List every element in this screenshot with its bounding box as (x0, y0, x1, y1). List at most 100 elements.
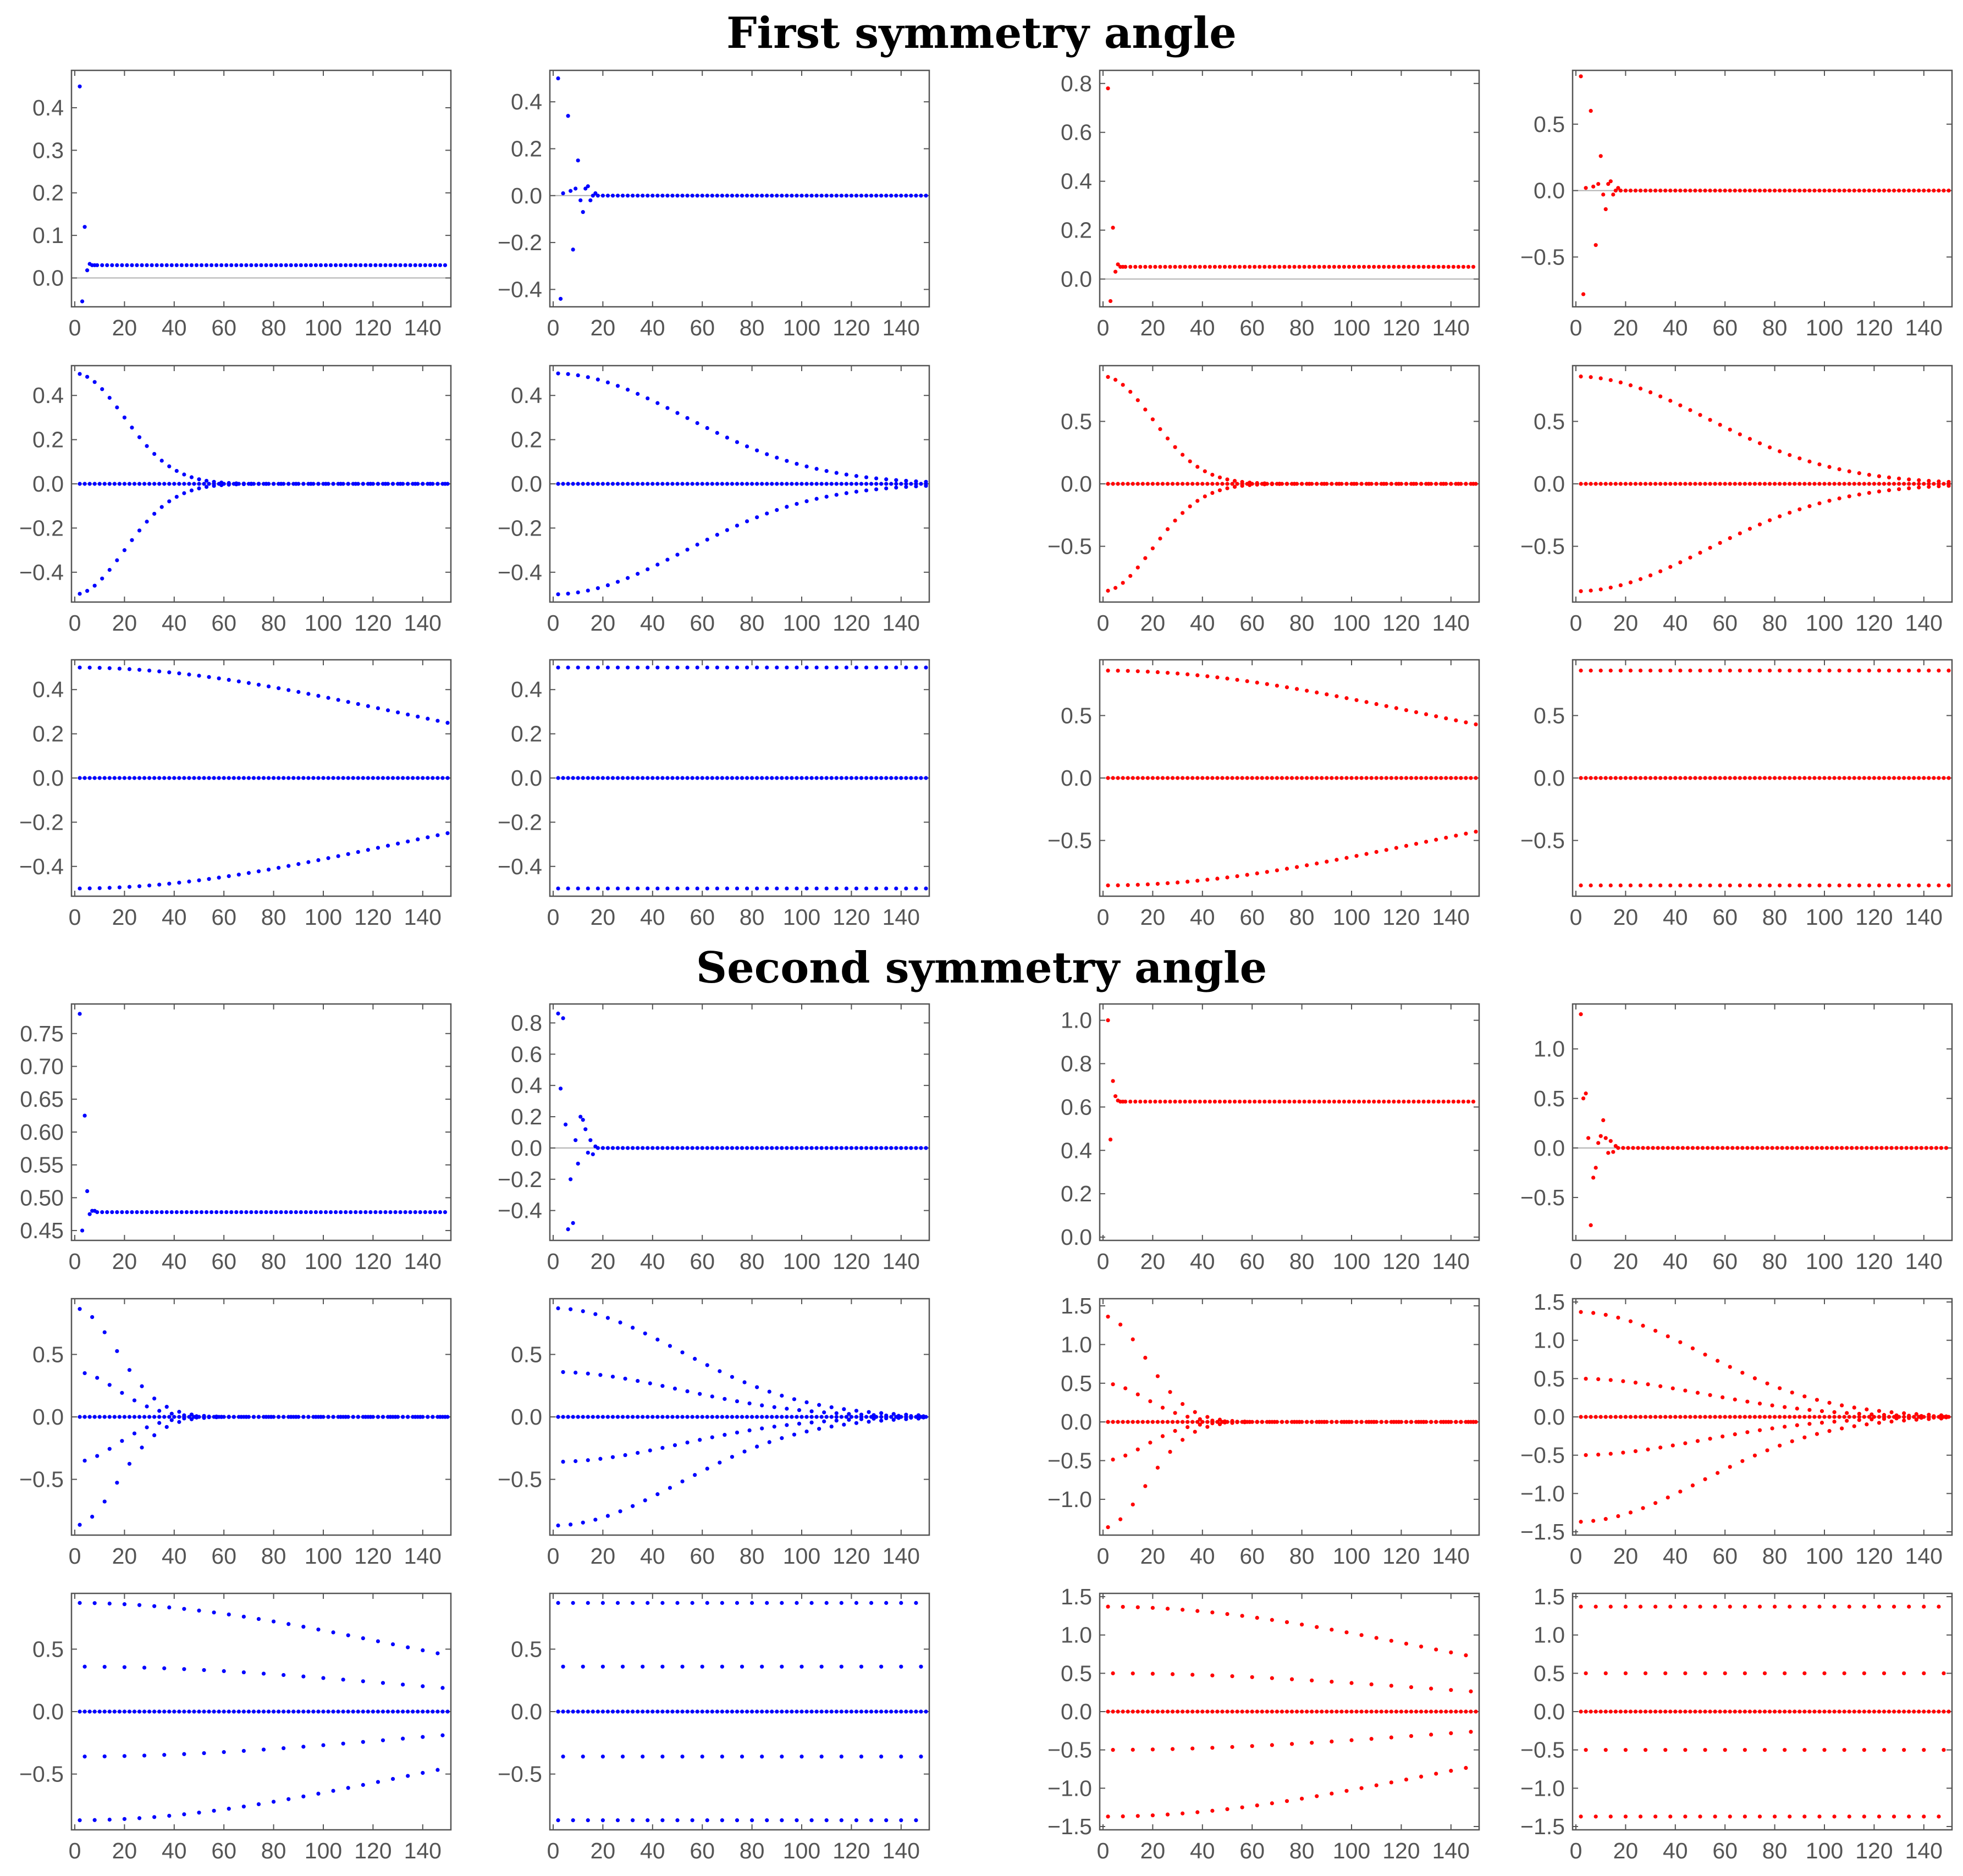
data-point (740, 1709, 745, 1714)
data-point (396, 1709, 400, 1714)
data-point (421, 1770, 425, 1775)
data-point (1778, 189, 1782, 193)
data-point (1840, 1426, 1844, 1431)
data-point (1225, 486, 1229, 490)
data-point (1372, 264, 1376, 269)
data-point (1708, 189, 1712, 193)
data-point (775, 455, 779, 460)
data-point (321, 1743, 326, 1747)
data-point (829, 1405, 834, 1410)
data-point (1947, 883, 1951, 887)
data-point (1461, 1099, 1465, 1104)
data-point (792, 1432, 797, 1437)
data-point (120, 1210, 124, 1215)
data-point (1589, 588, 1593, 593)
data-point (615, 776, 620, 780)
data-point (854, 474, 859, 478)
data-point (670, 1709, 675, 1714)
data-point (1389, 1735, 1393, 1740)
data-point (924, 482, 928, 486)
data-point (1347, 264, 1352, 269)
data-point (760, 1754, 764, 1759)
data-point (869, 1818, 874, 1823)
plot-frame (1099, 69, 1480, 308)
data-point (690, 1601, 694, 1605)
data-point (610, 1375, 615, 1379)
chart-panel-18: 0 20 40 60 80 100 120 140−0.50.00.5 (498, 1298, 930, 1569)
data-point (219, 263, 224, 267)
data-point (125, 263, 129, 267)
data-point (899, 1146, 903, 1150)
data-point (914, 1146, 918, 1150)
data-point (854, 1709, 859, 1714)
data-point (1302, 1099, 1306, 1104)
data-point (1111, 1748, 1115, 1752)
data-point (1907, 1814, 1911, 1819)
data-point (137, 1415, 142, 1419)
data-point (556, 776, 560, 780)
data-point (715, 886, 719, 891)
data-point (1312, 264, 1316, 269)
data-point (244, 263, 249, 267)
data-point (636, 886, 640, 891)
data-point (1788, 482, 1792, 486)
x-tick-label: 140 (404, 1543, 442, 1569)
data-point (615, 1415, 620, 1419)
data-point (1165, 527, 1170, 532)
data-point (291, 1415, 296, 1419)
x-tick-label: 40 (1190, 1249, 1215, 1274)
data-point (1668, 1604, 1673, 1609)
data-point (115, 1210, 119, 1215)
data-point (705, 1146, 709, 1150)
data-point (631, 482, 635, 486)
data-point (1678, 1489, 1683, 1494)
data-point (339, 1210, 343, 1215)
data-point (277, 865, 281, 870)
data-point (695, 421, 699, 426)
data-point (1165, 881, 1170, 885)
data-point (438, 263, 443, 267)
data-point (1708, 1415, 1712, 1419)
data-point (780, 1664, 784, 1669)
data-point (204, 1210, 209, 1215)
data-point (1613, 1415, 1618, 1419)
data-point (817, 1403, 821, 1407)
x-tick-label: 40 (640, 610, 665, 636)
data-point (735, 665, 740, 670)
data-point (1374, 1783, 1378, 1787)
data-point (301, 1674, 306, 1679)
data-point (1673, 189, 1678, 193)
data-point (1409, 1420, 1414, 1424)
data-point (598, 1456, 603, 1461)
data-point (296, 862, 301, 867)
data-point (1289, 1742, 1294, 1746)
data-point (600, 1415, 605, 1419)
data-point (675, 1601, 680, 1605)
data-point (780, 776, 784, 780)
data-point (1718, 1709, 1722, 1714)
data-point (396, 482, 400, 486)
data-point (90, 1514, 95, 1519)
data-point (1270, 1420, 1274, 1424)
x-tick-label: 60 (1239, 1249, 1265, 1274)
data-point (401, 1709, 405, 1714)
data-point (140, 263, 144, 267)
data-point (1773, 189, 1777, 193)
x-tick-label: 120 (832, 1838, 870, 1863)
y-tick-label: 0.0 (511, 765, 542, 791)
data-point (770, 776, 774, 780)
data-point (92, 1818, 97, 1822)
data-point (710, 1435, 714, 1439)
data-point (1419, 482, 1424, 486)
data-point (184, 1210, 189, 1215)
data-point (105, 263, 109, 267)
data-point (750, 1146, 754, 1150)
data-point (1589, 482, 1593, 486)
data-point (282, 1415, 286, 1419)
data-point (1185, 879, 1190, 884)
y-tick-label: 0.0 (1534, 765, 1565, 791)
data-point (92, 482, 97, 486)
data-point (1111, 1671, 1115, 1675)
data-point (1176, 671, 1180, 676)
data-point (152, 1815, 157, 1819)
